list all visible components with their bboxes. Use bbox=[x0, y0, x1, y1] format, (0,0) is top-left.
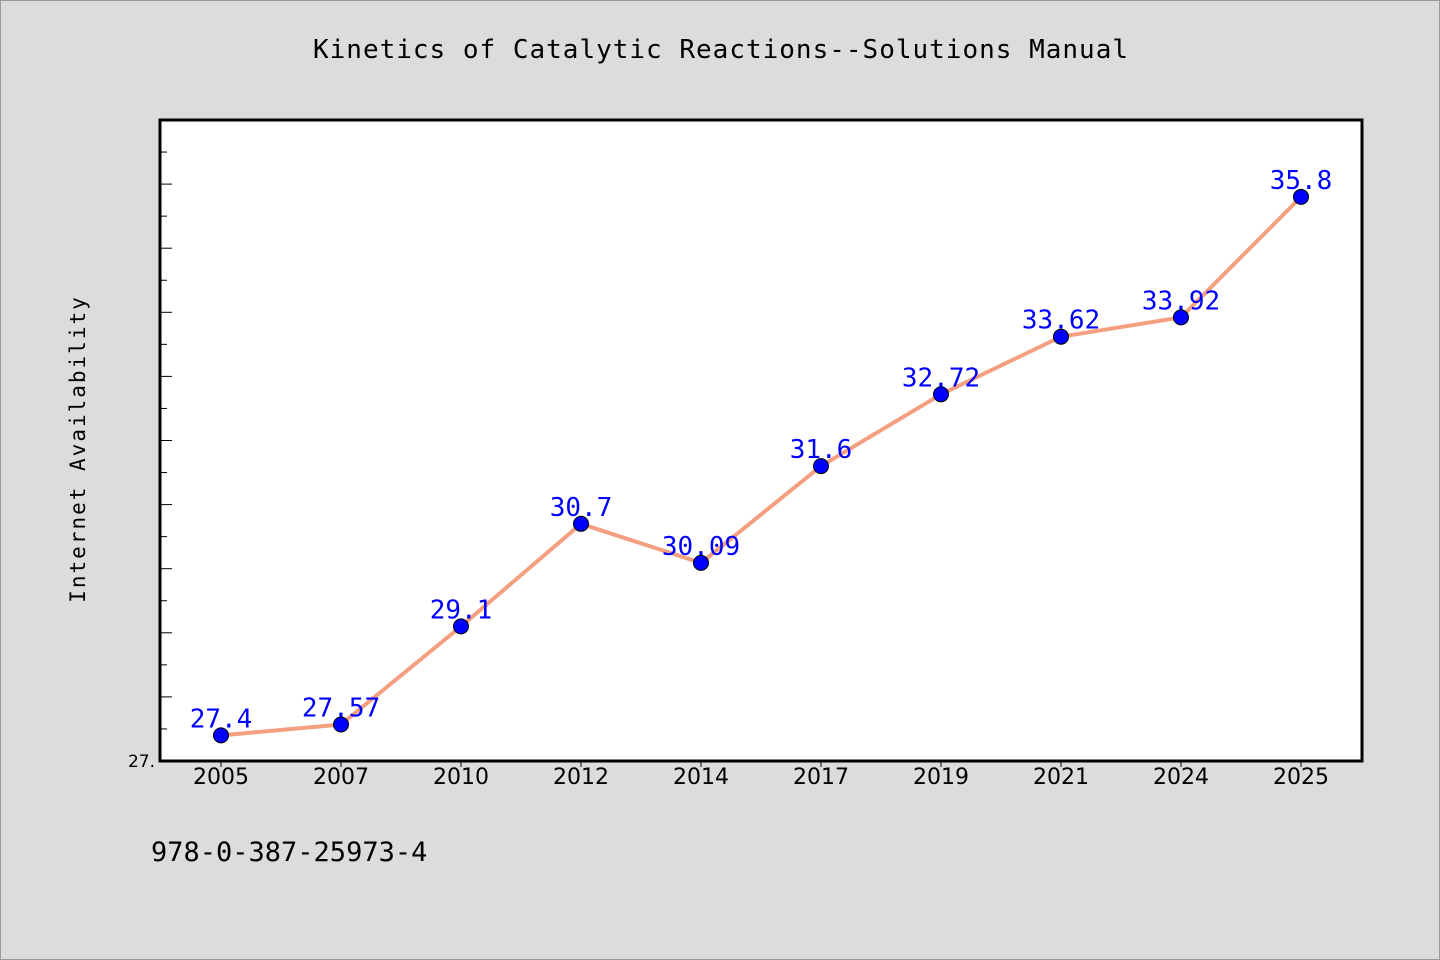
data-point bbox=[693, 554, 709, 571]
x-tick-label: 2010 bbox=[433, 765, 489, 790]
x-tick-label: 2005 bbox=[193, 765, 249, 790]
x-tick-label: 2025 bbox=[1273, 765, 1329, 790]
data-point bbox=[453, 618, 469, 635]
data-markers bbox=[213, 188, 1309, 744]
y-axis-min-label: 27. bbox=[128, 752, 155, 772]
data-labels: 27.4 27.57 29.1 30.7 30.09 31.6 32.72 33.62 33.9… bbox=[190, 166, 1333, 735]
isbn-text: 978-0-387-25973-4 bbox=[151, 837, 428, 868]
data-point bbox=[1293, 188, 1309, 205]
data-label: 27.4 bbox=[190, 704, 253, 734]
x-axis-ticks bbox=[220, 761, 1302, 767]
data-point bbox=[573, 515, 589, 532]
data-label: 32.72 bbox=[902, 363, 980, 393]
data-label: 30.7 bbox=[550, 493, 613, 523]
data-point bbox=[933, 386, 949, 403]
data-label: 33.92 bbox=[1142, 286, 1220, 316]
y-axis-ticks bbox=[160, 151, 172, 730]
data-label: 27.57 bbox=[302, 694, 380, 724]
data-point bbox=[1173, 309, 1189, 326]
x-tick-label: 2017 bbox=[793, 765, 849, 790]
data-label: 35.8 bbox=[1270, 166, 1333, 196]
data-point bbox=[213, 727, 229, 744]
data-point bbox=[333, 716, 349, 733]
data-label: 30.09 bbox=[662, 532, 740, 562]
data-point bbox=[813, 458, 829, 475]
x-tick-labels: 2005 2007 2010 2012 2014 2017 2019 2021 2024 2025 bbox=[193, 765, 1329, 790]
data-label: 33.62 bbox=[1022, 306, 1100, 336]
data-point bbox=[1053, 328, 1069, 345]
x-tick-label: 2021 bbox=[1033, 765, 1089, 790]
series-line bbox=[220, 195, 1303, 738]
plot-area bbox=[158, 118, 1364, 763]
chart-title: Kinetics of Catalytic Reactions--Solutio… bbox=[312, 35, 1129, 65]
data-label: 29.1 bbox=[430, 595, 493, 625]
data-label: 31.6 bbox=[790, 435, 853, 465]
x-tick-label: 2024 bbox=[1153, 765, 1209, 790]
x-tick-label: 2014 bbox=[673, 765, 729, 790]
x-tick-label: 2019 bbox=[913, 765, 969, 790]
x-tick-label: 2012 bbox=[553, 765, 609, 790]
x-tick-label: 2007 bbox=[313, 765, 369, 790]
